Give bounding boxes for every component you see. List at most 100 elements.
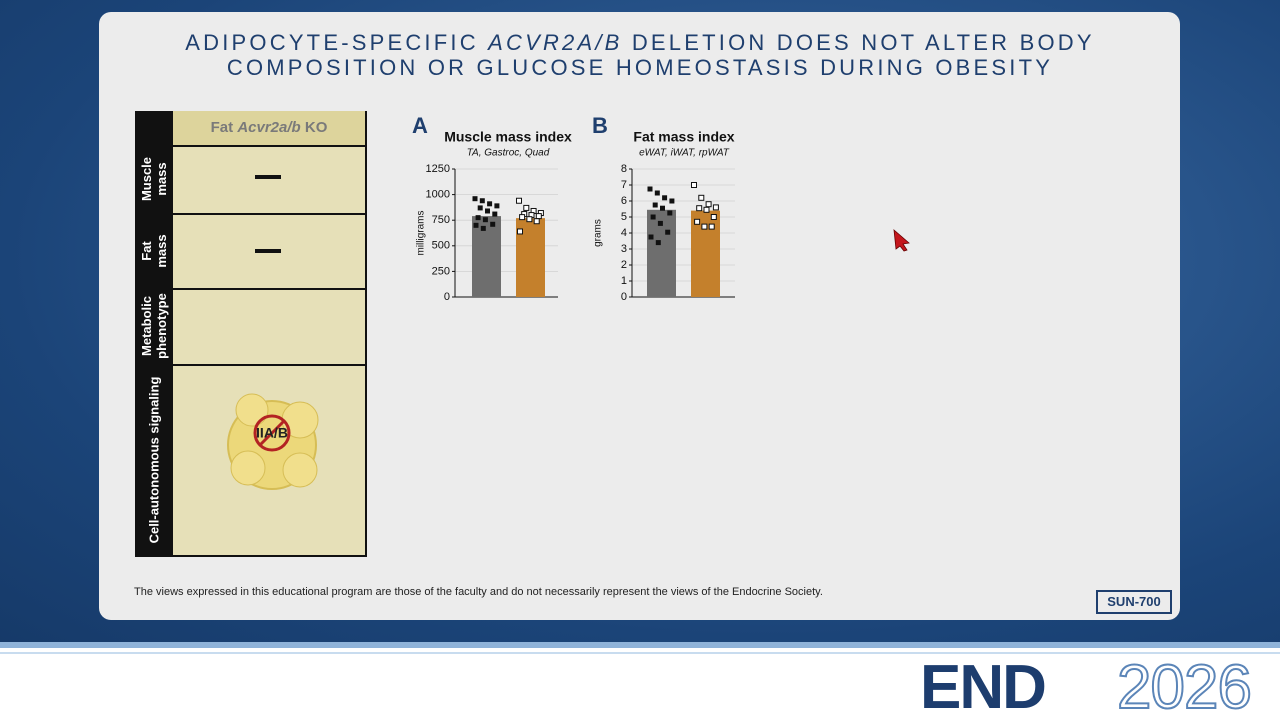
data-point bbox=[652, 202, 658, 208]
data-point bbox=[710, 214, 717, 220]
y-tick-label: 4 bbox=[621, 227, 627, 239]
data-point bbox=[479, 198, 485, 204]
data-point bbox=[696, 205, 703, 212]
data-point bbox=[654, 190, 660, 196]
y-tick-label: 2 bbox=[621, 259, 627, 271]
label-cell: Muscle mass bbox=[135, 145, 173, 213]
data-point bbox=[662, 195, 668, 201]
data-point bbox=[701, 223, 708, 230]
adipocyte-illustration: IIA/B bbox=[227, 393, 319, 490]
header-part: Acvr2a/b bbox=[237, 119, 301, 136]
data-point bbox=[691, 182, 697, 188]
y-tick-label: 7 bbox=[621, 179, 627, 191]
y-tick-label: 8 bbox=[621, 163, 627, 175]
stripe bbox=[0, 652, 1280, 654]
data-point bbox=[708, 223, 715, 230]
data-point bbox=[492, 211, 498, 217]
y-tick-label: 1000 bbox=[426, 189, 450, 201]
chart-title: Fat mass index bbox=[633, 129, 734, 145]
title-part: ACVR2A/B bbox=[488, 30, 623, 55]
chart-subtitle: eWAT, iWAT, rpWAT bbox=[639, 148, 730, 159]
cell-lobe bbox=[230, 450, 266, 486]
label-cell: Metabolic phenotype bbox=[135, 288, 173, 364]
data-point bbox=[669, 198, 675, 204]
y-tick-label: 0 bbox=[444, 291, 450, 303]
no-change-dash bbox=[255, 249, 281, 253]
label-cell bbox=[135, 111, 173, 145]
data-point bbox=[535, 213, 542, 220]
no-change-dash bbox=[255, 175, 281, 179]
label-cell: Fat mass bbox=[135, 213, 173, 288]
y-tick-label: 0 bbox=[621, 291, 627, 303]
cell-lobe bbox=[235, 393, 269, 427]
data-point bbox=[712, 204, 719, 211]
y-tick-label: 750 bbox=[432, 214, 450, 226]
data-point bbox=[657, 220, 663, 226]
data-point bbox=[519, 214, 526, 221]
cell-lobe bbox=[282, 452, 318, 488]
data-point bbox=[655, 240, 661, 246]
row-divider bbox=[173, 213, 365, 253]
row-divider bbox=[173, 145, 365, 179]
data-point bbox=[472, 196, 478, 202]
y-axis-label: milligrams bbox=[416, 211, 427, 256]
data-point bbox=[473, 222, 479, 228]
stripe bbox=[0, 642, 1280, 648]
slide-title: ADIPOCYTE-SPECIFIC ACVR2A/B DELETION DOE… bbox=[140, 30, 1140, 80]
data-point bbox=[516, 197, 522, 204]
row-divider bbox=[173, 364, 365, 366]
data-point bbox=[523, 204, 530, 211]
label-cell: Cell-autonomous signaling bbox=[135, 364, 173, 555]
data-point bbox=[517, 228, 523, 235]
no-symbol-slash bbox=[258, 419, 286, 447]
data-point bbox=[665, 229, 671, 235]
data-point bbox=[533, 218, 540, 225]
no-symbol bbox=[253, 414, 291, 452]
footer-band bbox=[0, 642, 1280, 720]
receptor-label: IIA/B bbox=[256, 425, 288, 441]
data-point bbox=[487, 201, 493, 207]
data-point bbox=[648, 234, 654, 240]
data-point bbox=[490, 221, 496, 227]
poster-id: SUN-700 bbox=[1096, 590, 1172, 614]
y-tick-label: 6 bbox=[621, 195, 627, 207]
data-point bbox=[485, 208, 490, 214]
data-point bbox=[660, 205, 665, 211]
data-point bbox=[526, 216, 533, 223]
panel-letter: B bbox=[592, 113, 608, 138]
chart-title: Muscle mass index bbox=[444, 129, 572, 145]
data-point bbox=[475, 215, 481, 221]
chart-subtitle: TA, Gastroc, Quad bbox=[467, 148, 550, 159]
logo-text: END bbox=[920, 653, 1047, 722]
data-point bbox=[705, 201, 712, 208]
y-tick-label: 3 bbox=[621, 243, 627, 255]
y-tick-label: 1250 bbox=[426, 163, 450, 175]
title-part: DELETION DOES NOT ALTER BODY COMPOSITION… bbox=[226, 30, 1095, 80]
data-point bbox=[477, 205, 483, 211]
title-part: ADIPOCYTE-SPECIFIC bbox=[185, 30, 489, 55]
data-point bbox=[494, 203, 500, 209]
data-point bbox=[694, 218, 701, 225]
logo-text: 2026 bbox=[1116, 652, 1253, 723]
panel-letter: A bbox=[412, 113, 428, 138]
data-point bbox=[650, 214, 656, 220]
row-divider bbox=[173, 288, 365, 290]
y-tick-label: 5 bbox=[621, 211, 627, 223]
data-point bbox=[482, 217, 488, 223]
data-point bbox=[703, 206, 710, 213]
data-point bbox=[698, 194, 705, 201]
y-tick-label: 250 bbox=[432, 265, 450, 277]
bar bbox=[472, 216, 501, 297]
header-part: Fat bbox=[210, 119, 238, 136]
disclaimer: The views expressed in this educational … bbox=[134, 586, 823, 598]
header-part: KO bbox=[300, 119, 328, 136]
y-axis-label: grams bbox=[593, 219, 604, 247]
table-header: Fat Acvr2a/b KO bbox=[173, 111, 365, 145]
y-tick-label: 500 bbox=[432, 240, 450, 252]
mouse-cursor bbox=[893, 229, 910, 252]
data-point bbox=[480, 225, 486, 231]
data-point bbox=[667, 210, 673, 216]
y-tick-label: 1 bbox=[621, 275, 627, 287]
